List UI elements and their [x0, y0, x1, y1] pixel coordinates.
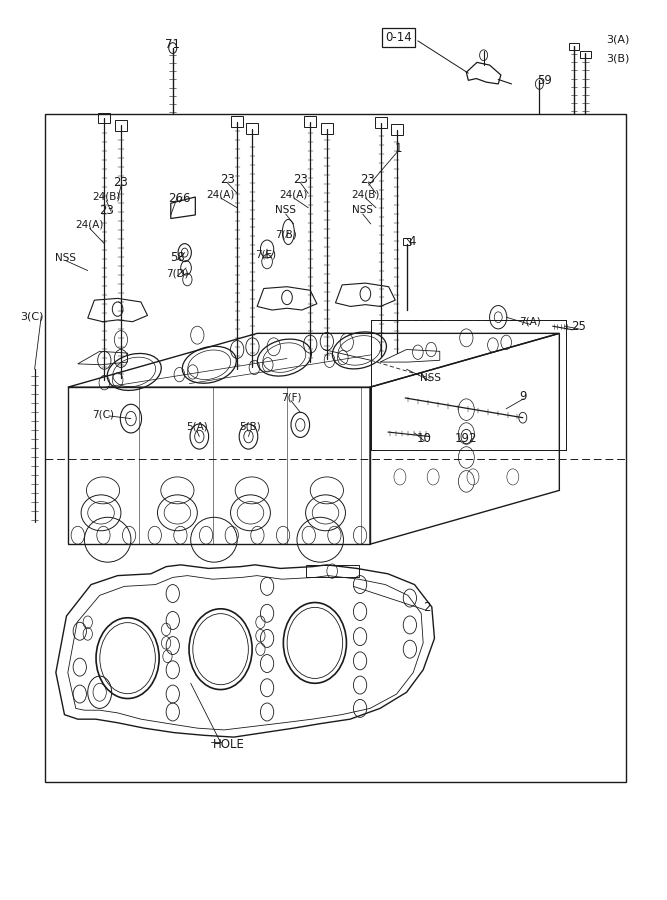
Text: 23: 23 — [361, 173, 376, 185]
Text: 7(C): 7(C) — [92, 410, 114, 419]
Text: 58: 58 — [170, 250, 185, 264]
Text: 71: 71 — [165, 38, 180, 51]
Text: 7(A): 7(A) — [519, 317, 541, 327]
Text: 7(E): 7(E) — [255, 249, 276, 259]
Text: 1: 1 — [394, 142, 402, 155]
Text: 23: 23 — [99, 204, 114, 217]
Text: 266: 266 — [168, 193, 191, 205]
Text: 23: 23 — [113, 176, 128, 189]
Text: NSS: NSS — [275, 205, 296, 215]
Text: 3(B): 3(B) — [606, 54, 629, 64]
Text: 2: 2 — [423, 600, 430, 614]
Text: 3(A): 3(A) — [606, 35, 629, 45]
Text: HOLE: HOLE — [213, 738, 245, 751]
Text: 23: 23 — [293, 173, 307, 185]
Text: 3(C): 3(C) — [20, 311, 44, 321]
Text: 9: 9 — [520, 390, 527, 402]
Text: NSS: NSS — [352, 205, 374, 215]
Text: 7(B): 7(B) — [275, 230, 297, 239]
Text: 25: 25 — [571, 320, 586, 333]
Text: 24(A): 24(A) — [206, 189, 235, 199]
Text: 24(A): 24(A) — [75, 220, 104, 230]
Text: NSS: NSS — [55, 253, 76, 263]
Text: 24(B): 24(B) — [92, 192, 121, 202]
Text: 23: 23 — [220, 173, 235, 185]
Text: 4: 4 — [408, 235, 416, 248]
Text: 192: 192 — [455, 432, 478, 445]
Text: 59: 59 — [538, 74, 552, 86]
Text: 24(B): 24(B) — [352, 189, 380, 199]
Text: NSS: NSS — [420, 374, 441, 383]
Text: 24(A): 24(A) — [279, 189, 308, 199]
Text: 5(A): 5(A) — [186, 422, 207, 432]
Text: 5(B): 5(B) — [239, 422, 261, 432]
Text: 0-14: 0-14 — [386, 31, 412, 44]
Text: 10: 10 — [417, 432, 432, 445]
Text: 7(F): 7(F) — [281, 393, 301, 403]
Text: 7(D): 7(D) — [166, 268, 189, 278]
